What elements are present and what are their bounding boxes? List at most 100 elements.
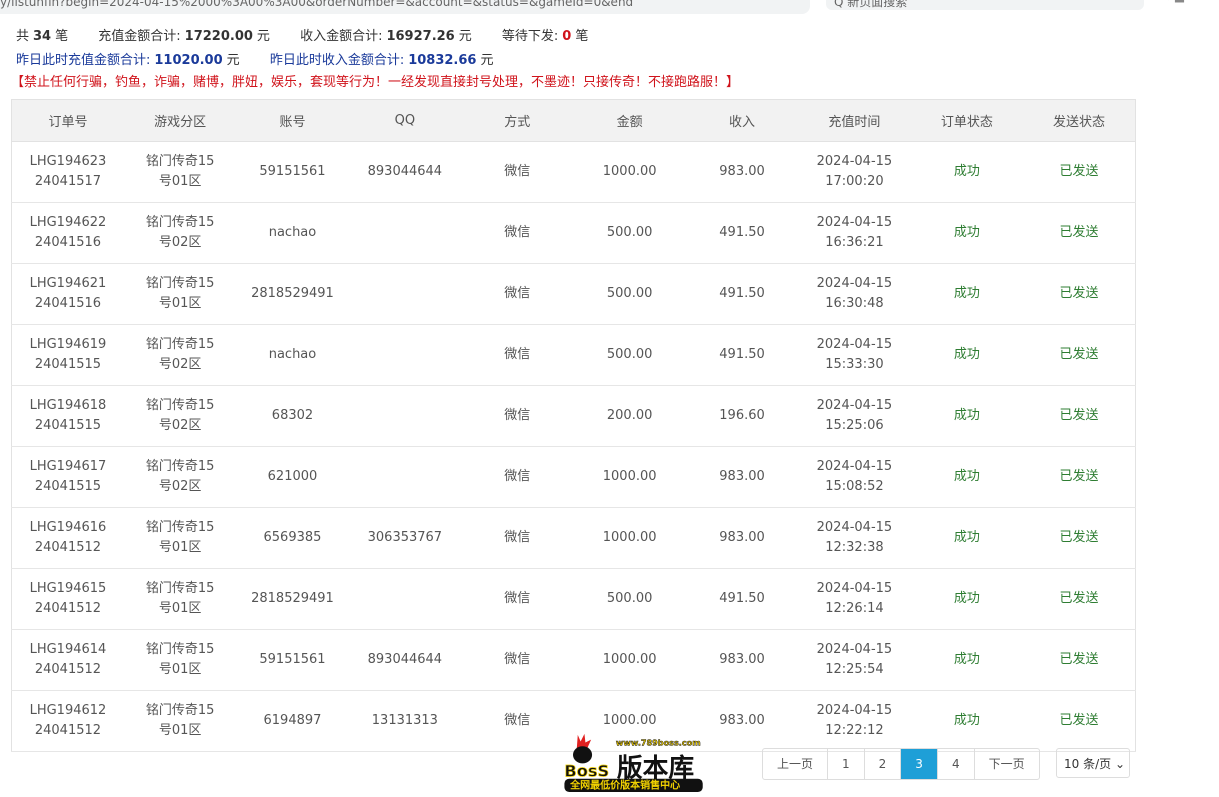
extension-icon[interactable]: ✎ ■	[1160, 0, 1185, 4]
recharge-time-text: 2024-04-15	[816, 276, 893, 291]
yesterday-recharge: 11020.00	[154, 53, 223, 68]
game-zone: 铭门传奇15 号02区	[123, 446, 237, 508]
game-zone-text: 号01区	[158, 540, 202, 555]
income: 983.00	[685, 141, 799, 203]
order-status: 成功	[910, 385, 1024, 447]
table-row: LHG194612 24041512 铭门传奇15 号01区 6194897 131313…	[11, 690, 1136, 752]
recharge-time: 2024-04-15 12:32:38	[798, 507, 911, 569]
account: 2818529491	[236, 263, 349, 325]
qq-text: 13131313	[371, 713, 438, 728]
income: 491.50	[685, 568, 799, 630]
income-text: 983.00	[719, 713, 765, 728]
order-number: LHG194618 24041515	[11, 385, 124, 447]
payment-method-text: 微信	[504, 469, 531, 484]
game-zone-text: 铭门传奇15	[145, 215, 215, 230]
game-zone-text: 号01区	[158, 723, 202, 738]
order-status-text: 成功	[953, 347, 980, 362]
send-status: 已发送	[1023, 385, 1136, 447]
send-status: 已发送	[1023, 446, 1136, 508]
income-text: 983.00	[719, 164, 765, 179]
amount: 500.00	[573, 202, 686, 264]
game-zone: 铭门传奇15 号01区	[123, 263, 237, 325]
order-number-text: LHG194612	[29, 703, 107, 718]
order-number-text: LHG194617	[29, 459, 107, 474]
account-text: 68302	[271, 408, 314, 423]
orders-table: 订单号 游戏分区 账号 QQ 方式 金额 收入 充值时间 订单状态 发送状态 LHG194623 2…	[11, 99, 1136, 752]
amount-text: 500.00	[606, 286, 653, 301]
order-status: 成功	[910, 507, 1024, 569]
game-zone-text: 铭门传奇15	[145, 459, 215, 474]
page-1[interactable]: 1	[828, 749, 865, 779]
order-number: LHG194623 24041517	[11, 141, 124, 203]
amount: 1000.00	[573, 507, 686, 569]
order-number-text: 24041515	[34, 357, 102, 372]
account-text: 6569385	[263, 530, 322, 545]
amount: 500.00	[573, 324, 686, 386]
recharge-time-text: 2024-04-15	[816, 703, 893, 718]
send-status: 已发送	[1023, 263, 1136, 325]
game-zone: 铭门传奇15 号02区	[123, 385, 237, 447]
recharge-time: 2024-04-15 15:25:06	[798, 385, 911, 447]
send-status: 已发送	[1023, 202, 1136, 264]
account: 68302	[236, 385, 349, 447]
page-size-select[interactable]: 10 条/页 ⌄	[1056, 748, 1130, 778]
search-input[interactable]: Q 新页面搜索	[826, 0, 1144, 10]
column-header: 收入	[685, 99, 799, 142]
order-number-text: LHG194621	[29, 276, 107, 291]
account: nachao	[236, 202, 349, 264]
amount-text: 1000.00	[602, 530, 657, 545]
send-status: 已发送	[1023, 629, 1136, 691]
recharge-time-text: 2024-04-15	[816, 337, 893, 352]
qq	[348, 324, 462, 386]
qq-text: 893044644	[367, 164, 443, 179]
payment-method-text: 微信	[504, 713, 531, 728]
order-number: LHG194612 24041512	[11, 690, 124, 752]
game-zone-text: 铭门传奇15	[145, 703, 215, 718]
page-3-current[interactable]: 3	[901, 749, 938, 779]
browser-toolbar: y/listunfin?begin=2024-04-15%2000%3A00%3…	[0, 0, 1219, 14]
order-number-text: LHG194623	[29, 154, 107, 169]
recharge-time-text: 15:08:52	[825, 479, 884, 494]
order-number-text: LHG194618	[29, 398, 107, 413]
amount: 1000.00	[573, 629, 686, 691]
income: 983.00	[685, 629, 799, 691]
send-status: 已发送	[1023, 507, 1136, 569]
send-status: 已发送	[1023, 568, 1136, 630]
recharge-time-text: 2024-04-15	[816, 215, 893, 230]
prev-page-button[interactable]: 上一页	[763, 749, 829, 779]
payment-method-text: 微信	[504, 164, 531, 179]
game-zone: 铭门传奇15 号02区	[123, 324, 237, 386]
amount-text: 1000.00	[602, 652, 657, 667]
payment-method-text: 微信	[504, 408, 531, 423]
send-status-text: 已发送	[1059, 286, 1099, 301]
table-row: LHG194621 24041516 铭门传奇15 号01区 2818529491 微信 5…	[11, 263, 1136, 325]
page-2[interactable]: 2	[865, 749, 902, 779]
amount-text: 1000.00	[602, 164, 657, 179]
game-zone-text: 号02区	[158, 235, 202, 250]
order-status-text: 成功	[953, 530, 980, 545]
address-bar[interactable]: y/listunfin?begin=2024-04-15%2000%3A00%3…	[0, 0, 810, 14]
game-zone-text: 号02区	[158, 357, 202, 372]
game-zone-text: 铭门传奇15	[145, 154, 215, 169]
account-text: nachao	[268, 225, 317, 240]
order-status-text: 成功	[953, 286, 980, 301]
account: 2818529491	[236, 568, 349, 630]
recharge-time-text: 2024-04-15	[816, 642, 893, 657]
table-row: LHG194623 24041517 铭门传奇15 号01区 59151561 89304…	[11, 141, 1136, 203]
recharge-time-text: 2024-04-15	[816, 581, 893, 596]
table-row: LHG194618 24041515 铭门传奇15 号02区 68302 微信 200.00…	[11, 385, 1136, 447]
order-status: 成功	[910, 263, 1024, 325]
income: 196.60	[685, 385, 799, 447]
next-page-button[interactable]: 下一页	[988, 757, 1025, 771]
chevron-down-icon: ⌄	[1114, 757, 1126, 771]
income-text: 491.50	[719, 591, 765, 606]
order-number: LHG194622 24041516	[11, 202, 124, 264]
payment-method: 微信	[461, 263, 574, 325]
order-status-text: 成功	[953, 469, 980, 484]
income-text: 983.00	[719, 652, 765, 667]
page-4[interactable]: 4	[938, 749, 975, 779]
game-zone-text: 铭门传奇15	[145, 581, 215, 596]
amount-text: 200.00	[606, 408, 653, 423]
column-header: 充值时间	[798, 99, 911, 142]
order-number-text: 24041516	[34, 235, 102, 250]
